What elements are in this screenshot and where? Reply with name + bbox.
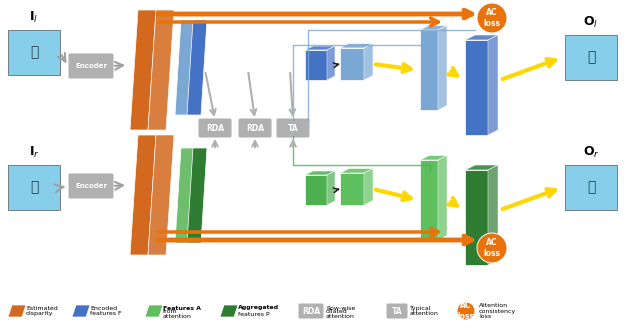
FancyBboxPatch shape: [238, 118, 272, 138]
Text: $\mathbf{O}_l$: $\mathbf{O}_l$: [584, 15, 598, 30]
Polygon shape: [327, 46, 335, 80]
FancyBboxPatch shape: [276, 118, 310, 138]
Text: 🌳: 🌳: [30, 180, 38, 194]
Text: Attention
consistency
loss: Attention consistency loss: [479, 303, 516, 319]
FancyBboxPatch shape: [340, 173, 364, 205]
Text: features P: features P: [238, 312, 269, 317]
Text: Encoder: Encoder: [75, 183, 107, 189]
Polygon shape: [488, 35, 498, 135]
Polygon shape: [420, 25, 447, 30]
FancyBboxPatch shape: [8, 30, 60, 75]
FancyBboxPatch shape: [298, 303, 324, 319]
Polygon shape: [148, 135, 174, 255]
Polygon shape: [148, 10, 174, 130]
Polygon shape: [130, 135, 156, 255]
Polygon shape: [465, 165, 498, 170]
Polygon shape: [187, 20, 207, 115]
FancyBboxPatch shape: [565, 35, 617, 80]
Polygon shape: [327, 171, 335, 205]
Text: Features A: Features A: [163, 306, 201, 311]
Text: Estimated
disparity: Estimated disparity: [26, 306, 58, 316]
Text: Aggregated: Aggregated: [238, 306, 279, 311]
FancyBboxPatch shape: [420, 160, 438, 240]
Text: Typical
attention: Typical attention: [410, 306, 439, 316]
Polygon shape: [340, 168, 373, 173]
Polygon shape: [175, 148, 195, 243]
Polygon shape: [220, 305, 238, 317]
FancyBboxPatch shape: [68, 173, 114, 199]
Polygon shape: [8, 305, 26, 317]
FancyBboxPatch shape: [386, 303, 408, 319]
Text: 🌳: 🌳: [587, 50, 595, 64]
Polygon shape: [72, 305, 90, 317]
Text: from
attention: from attention: [163, 309, 192, 319]
Polygon shape: [420, 156, 447, 160]
Text: Row-wise: Row-wise: [326, 306, 355, 311]
Text: $\mathbf{I}_l$: $\mathbf{I}_l$: [29, 10, 38, 25]
FancyBboxPatch shape: [68, 53, 114, 79]
Circle shape: [477, 233, 507, 263]
Circle shape: [457, 302, 475, 320]
Polygon shape: [305, 171, 335, 175]
Text: AC
loss: AC loss: [483, 238, 500, 258]
Text: dilated
attention: dilated attention: [326, 309, 355, 319]
Polygon shape: [488, 165, 498, 265]
FancyBboxPatch shape: [420, 30, 438, 110]
Text: $\mathbf{O}_r$: $\mathbf{O}_r$: [582, 145, 600, 160]
Polygon shape: [145, 305, 163, 317]
Polygon shape: [364, 168, 373, 205]
Text: 🌳: 🌳: [587, 180, 595, 194]
FancyBboxPatch shape: [305, 175, 327, 205]
FancyBboxPatch shape: [340, 48, 364, 80]
Circle shape: [477, 3, 507, 33]
Text: TA: TA: [288, 124, 298, 133]
Text: RDA: RDA: [246, 124, 264, 133]
FancyBboxPatch shape: [305, 50, 327, 80]
Polygon shape: [340, 43, 373, 48]
Text: Encoder: Encoder: [75, 63, 107, 69]
Text: RDA: RDA: [206, 124, 224, 133]
Polygon shape: [364, 43, 373, 80]
FancyBboxPatch shape: [465, 170, 488, 265]
Polygon shape: [187, 148, 207, 243]
Polygon shape: [438, 156, 447, 240]
FancyBboxPatch shape: [465, 40, 488, 135]
FancyBboxPatch shape: [198, 118, 232, 138]
Text: RDA: RDA: [302, 307, 320, 316]
Text: TA: TA: [392, 307, 403, 316]
FancyBboxPatch shape: [565, 165, 617, 210]
Text: 🌳: 🌳: [30, 45, 38, 59]
Polygon shape: [175, 20, 195, 115]
Polygon shape: [305, 46, 335, 50]
FancyBboxPatch shape: [8, 165, 60, 210]
Text: Encoded
features F: Encoded features F: [90, 306, 122, 316]
Text: $\mathbf{I}_r$: $\mathbf{I}_r$: [29, 145, 40, 160]
Polygon shape: [130, 10, 156, 130]
Polygon shape: [438, 25, 447, 110]
Text: AC
loss: AC loss: [458, 301, 474, 321]
Polygon shape: [465, 35, 498, 40]
Text: AC
loss: AC loss: [483, 8, 500, 28]
